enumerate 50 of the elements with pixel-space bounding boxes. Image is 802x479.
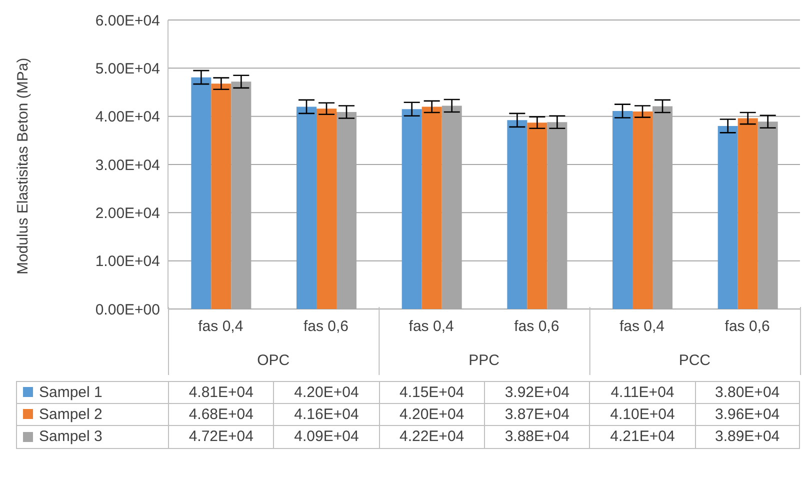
y-tick-label: 0.00E+00 <box>95 301 160 318</box>
data-label: 4.10E+04 <box>589 404 695 426</box>
data-label: 4.72E+04 <box>168 426 274 448</box>
data-label: 3.87E+04 <box>484 404 590 426</box>
y-tick-label: 4.00E+04 <box>95 108 160 126</box>
legend-label: Sampel 1 <box>16 381 168 404</box>
bar <box>402 109 422 309</box>
data-label: 4.20E+04 <box>273 381 379 404</box>
x-tick-label: fas 0,6 <box>302 316 350 336</box>
bar <box>316 108 337 309</box>
text: PCC <box>678 350 712 370</box>
bar <box>612 111 633 309</box>
bar <box>211 84 232 309</box>
data-label: 4.22E+04 <box>378 426 484 448</box>
x-tick-label: fas 0,6 <box>513 316 560 336</box>
text: PPC <box>468 350 500 370</box>
bar <box>507 120 528 309</box>
data-label: 4.21E+04 <box>589 426 695 448</box>
data-label: 3.92E+04 <box>484 381 590 404</box>
legend-label: Sampel 3 <box>16 426 168 448</box>
x-tick-label: fas 0,4 <box>197 316 244 336</box>
bar <box>718 126 738 309</box>
data-label: 4.16E+04 <box>273 404 379 426</box>
legend-label: Sampel 2 <box>16 404 168 426</box>
y-tick-label: 5.00E+04 <box>95 60 160 78</box>
y-axis-title: Modulus Elastisitas Beton (MPa) <box>14 58 32 274</box>
bar <box>296 106 317 309</box>
data-label: 4.20E+04 <box>378 404 484 426</box>
bar <box>527 122 548 309</box>
bar <box>422 106 442 309</box>
y-tick-label: 3.00E+04 <box>95 156 160 174</box>
data-label: 3.89E+04 <box>694 426 800 448</box>
data-label: 4.11E+04 <box>589 381 695 404</box>
data-label: 3.80E+04 <box>694 381 800 404</box>
y-tick-label: 2.00E+04 <box>95 204 160 222</box>
data-label: 3.88E+04 <box>484 426 590 448</box>
data-label: 4.81E+04 <box>168 381 274 404</box>
bar <box>191 77 212 309</box>
data-label: 4.68E+04 <box>168 404 274 426</box>
x-tick-label: fas 0,4 <box>408 316 455 336</box>
data-label: 4.15E+04 <box>378 381 484 404</box>
data-label: 4.09E+04 <box>273 426 379 448</box>
data-label: 3.96E+04 <box>694 404 800 426</box>
text: OPC <box>256 350 291 370</box>
x-tick-label: fas 0,4 <box>618 316 666 336</box>
x-tick-label: fas 0,6 <box>724 316 771 336</box>
y-tick-label: 6.00E+04 <box>95 12 160 30</box>
bar <box>738 118 758 309</box>
bar <box>632 112 653 309</box>
y-tick-label: 1.00E+04 <box>95 253 160 270</box>
